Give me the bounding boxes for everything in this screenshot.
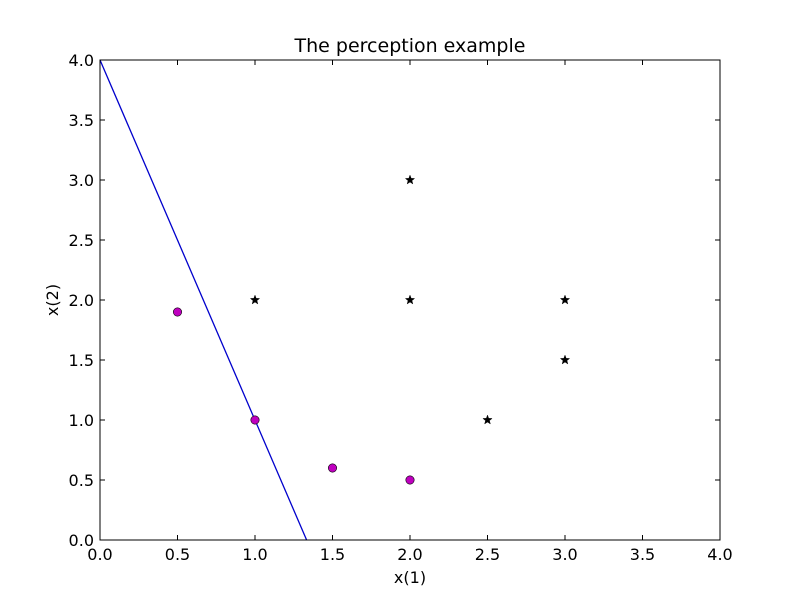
y-tick-label: 0.5	[69, 471, 94, 490]
plot-area	[100, 60, 571, 540]
x-tick-label: 0.5	[165, 545, 190, 564]
x-tick-label: 1.0	[242, 545, 267, 564]
circle-point-1	[250, 415, 260, 425]
circle-point-0	[173, 307, 183, 317]
y-axis-label: x(2)	[43, 284, 62, 316]
y-tick-label: 1.5	[69, 351, 94, 370]
x-tick-label: 2.5	[475, 545, 500, 564]
y-tick-label: 3.5	[69, 111, 94, 130]
x-tick-label: 0.0	[87, 545, 112, 564]
star-point-5	[482, 414, 493, 425]
star-point-3	[559, 294, 571, 305]
y-tick-label: 2.5	[69, 231, 94, 250]
x-tick-label: 2.0	[397, 545, 422, 564]
star-point-0	[249, 294, 261, 305]
y-tick-label: 4.0	[69, 51, 94, 70]
x-tick-label: 4.0	[707, 545, 732, 564]
axis-ticks: 0.0 0.5 1.0 1.5 2.0 2.5 3.0 3.5 4.0 0.0 0.5 1.0 1.5 2…	[69, 51, 733, 564]
y-tick-label: 3.0	[69, 171, 94, 190]
decision-line	[100, 60, 308, 540]
x-tick-label: 3.0	[552, 545, 577, 564]
star-point-4	[559, 354, 571, 365]
x-axis-label: x(1)	[394, 568, 426, 587]
y-tick-label: 1.0	[69, 411, 94, 430]
x-tick-label: 1.5	[320, 545, 345, 564]
y-tick-label: 2.0	[69, 291, 94, 310]
circle-point-2	[327, 463, 337, 473]
x-tick-label: 3.5	[630, 545, 655, 564]
star-point-1	[404, 174, 416, 185]
chart-title: The perception example	[294, 35, 526, 57]
circle-point-3	[405, 475, 415, 485]
y-tick-label: 0.0	[69, 531, 94, 550]
star-point-2	[404, 294, 416, 305]
